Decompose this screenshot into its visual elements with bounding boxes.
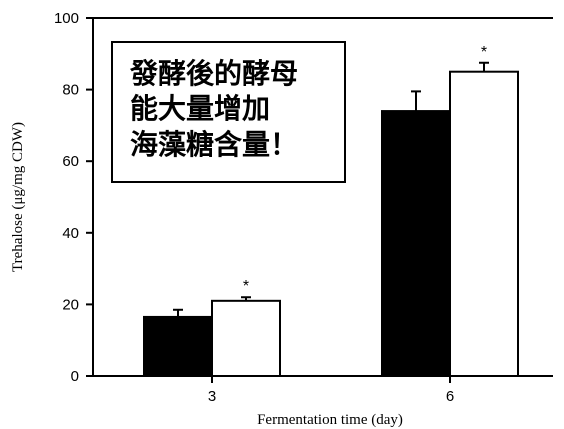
y-tick-label-0: 0 (71, 368, 79, 385)
y-tick-label-4: 80 (62, 82, 79, 99)
y-tick-label-5: 100 (54, 10, 79, 27)
error-bars (173, 61, 489, 317)
significance-star-s1-c1: * (481, 44, 487, 61)
x-tick-label-1: 6 (446, 388, 454, 405)
bar-s0-c1 (381, 110, 451, 378)
annotation-callout: 發酵後的酵母 能大量增加 海藻糖含量！ (111, 41, 346, 183)
y-axis-title: Trehalose (μg/mg CDW) (10, 122, 26, 272)
annotation-line-3: 海藻糖含量！ (130, 128, 298, 161)
annotation-line-1: 發酵後的酵母 (129, 57, 298, 90)
bar-s0-c0 (143, 315, 213, 377)
annotation-box (111, 41, 346, 183)
bars (143, 70, 519, 378)
annotation-line-2: 能大量增加 (130, 92, 270, 125)
bar-s1-c1 (449, 70, 519, 377)
y-ticks: 0 20 40 60 80 100 (54, 10, 93, 385)
y-tick-label-3: 60 (62, 153, 79, 170)
y-tick-label-2: 40 (62, 225, 79, 242)
bar-s1-c0 (211, 299, 281, 378)
x-tick-label-0: 3 (208, 388, 216, 405)
significance-star-s1-c0: * (243, 278, 249, 295)
y-tick-label-1: 20 (62, 296, 79, 313)
x-axis-title: Fermentation time (day) (257, 412, 403, 428)
significance-markers: ** (243, 44, 487, 295)
